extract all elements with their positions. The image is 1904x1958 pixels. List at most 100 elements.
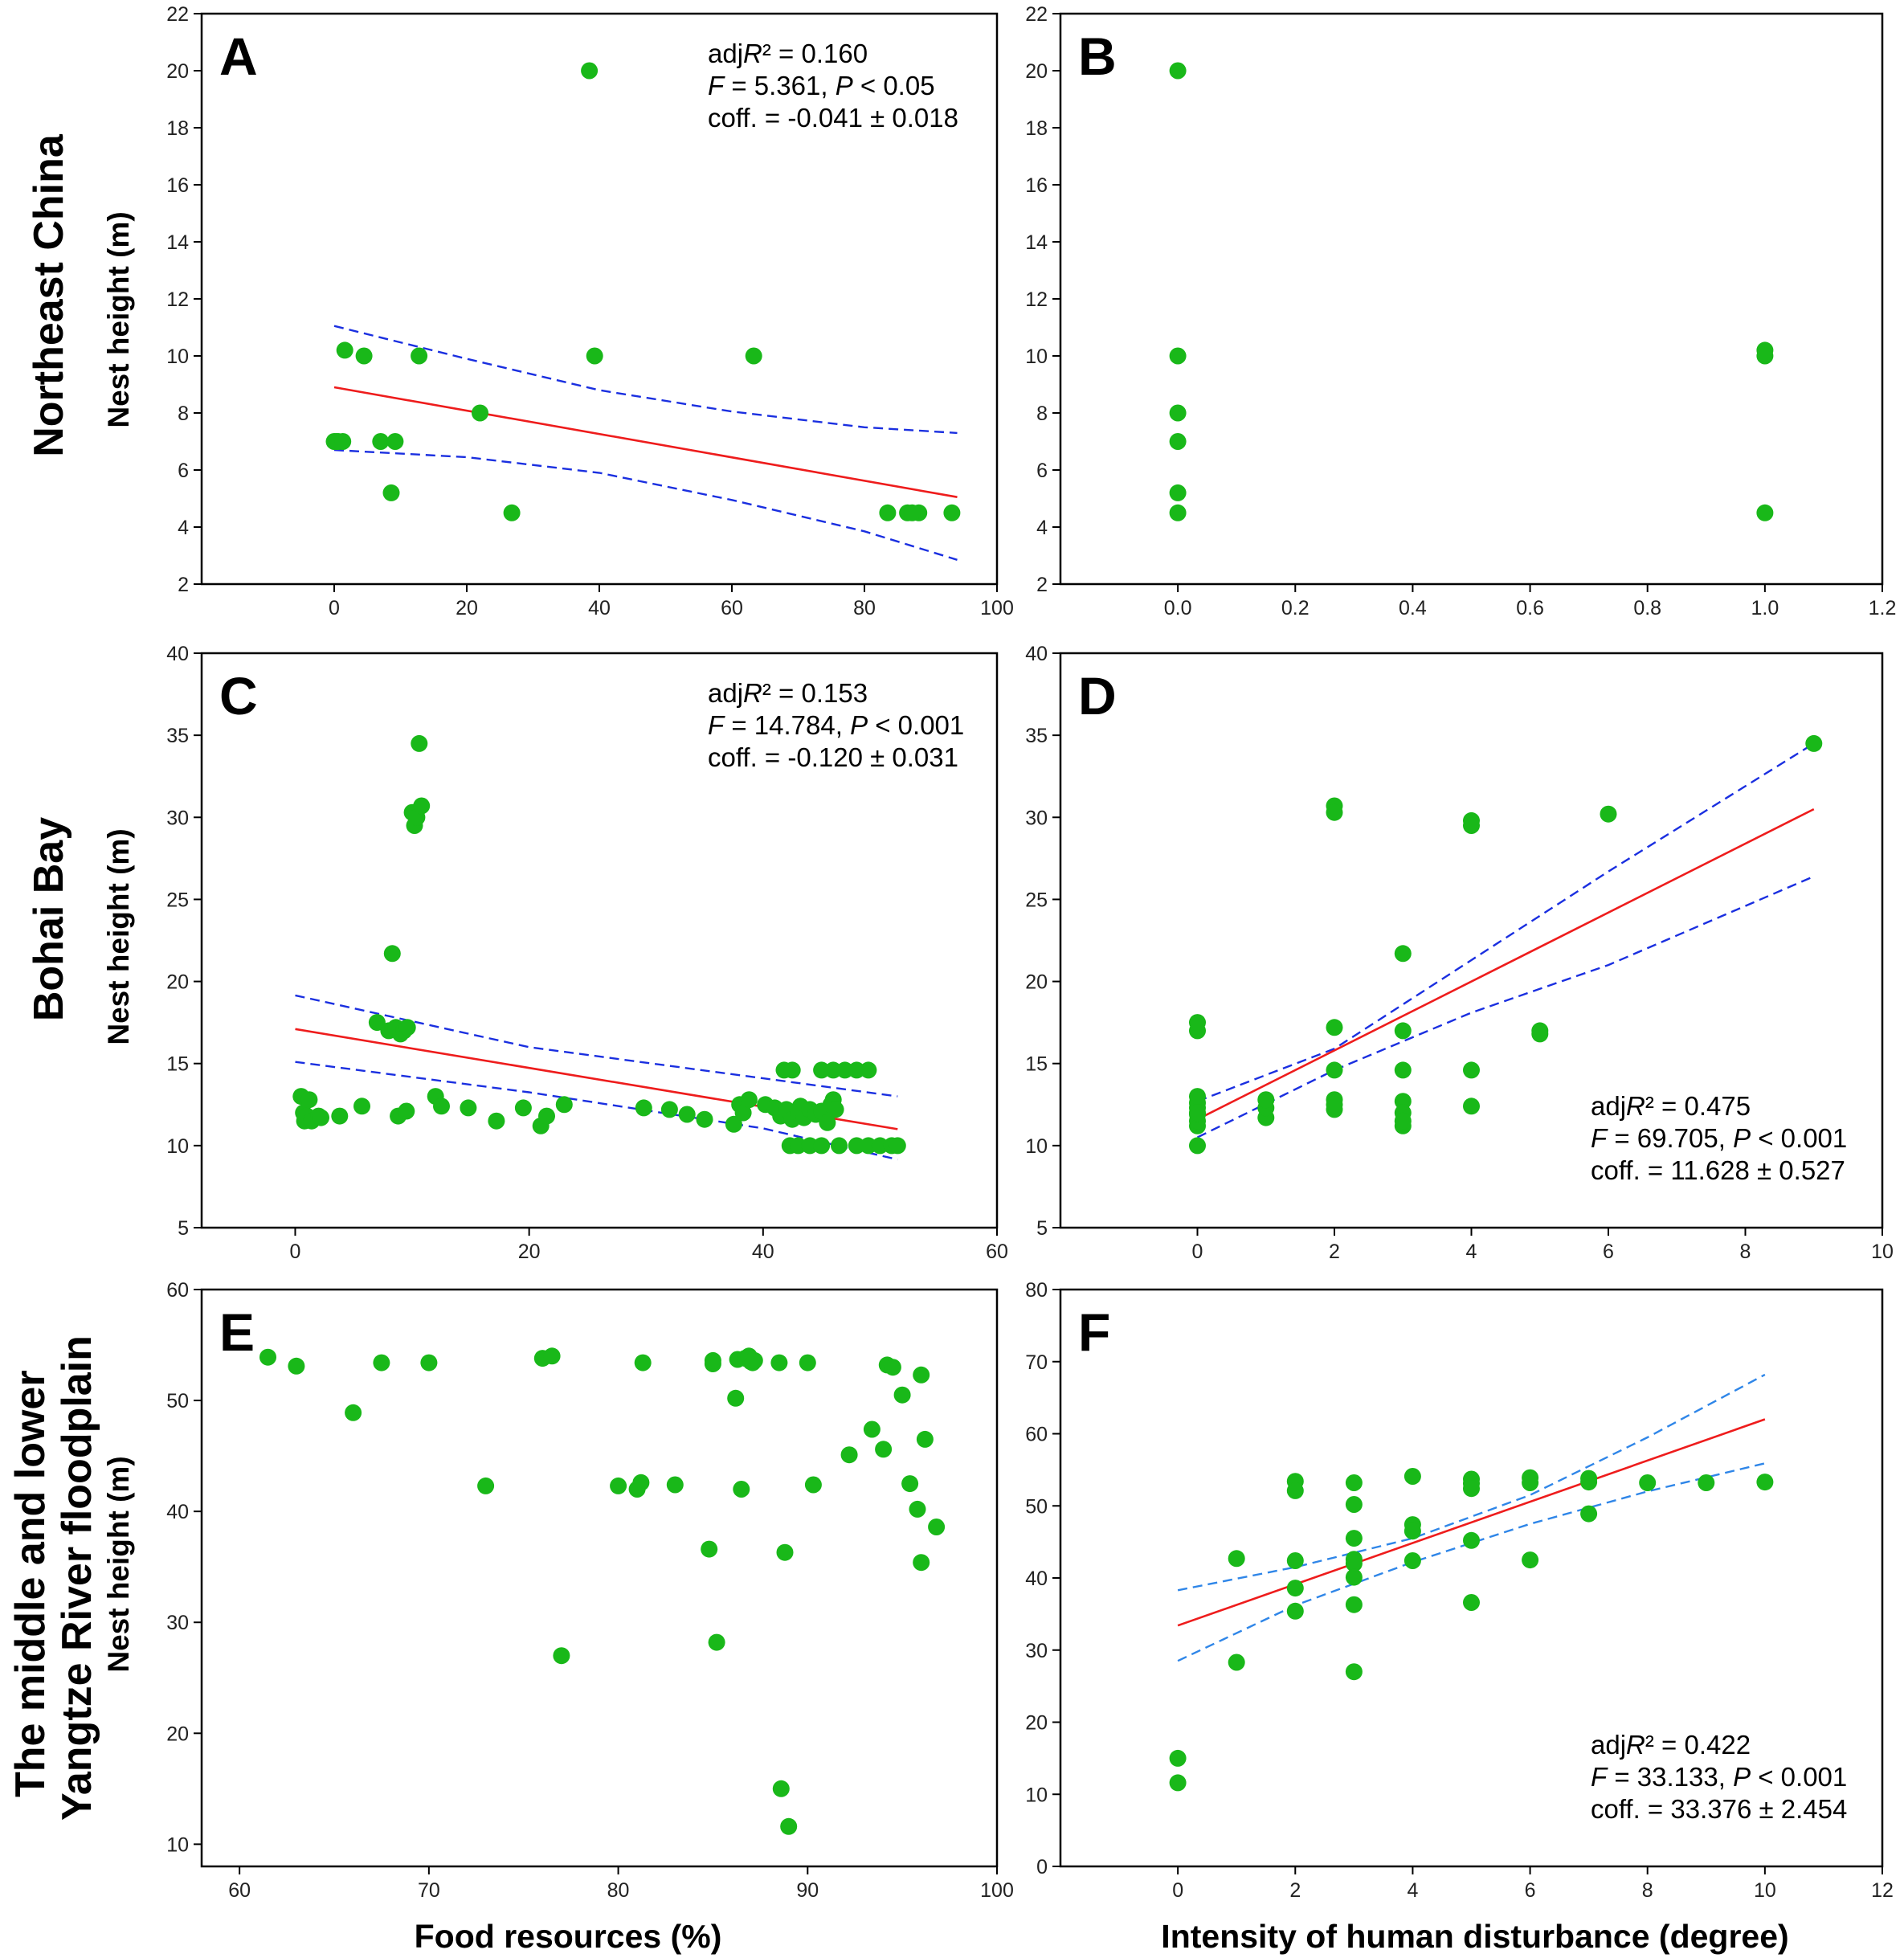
data-point	[1463, 1061, 1480, 1079]
data-point	[514, 1099, 532, 1117]
panel-letter: C	[219, 666, 258, 726]
data-point	[813, 1061, 831, 1079]
ci-lower-line	[1196, 875, 1815, 1138]
data-point	[1228, 1653, 1245, 1671]
y-tick-label: 15	[1025, 1053, 1048, 1076]
data-point	[884, 1359, 901, 1376]
data-point	[836, 1061, 854, 1079]
stat-fragment: < 0.001	[868, 710, 964, 740]
stat-fragment: < 0.001	[1751, 1123, 1847, 1153]
y-tick-label: 50	[1025, 1495, 1048, 1518]
regression-line	[1177, 1418, 1766, 1627]
y-tick-label: 6	[178, 460, 189, 482]
y-tick-label: 15	[166, 1053, 189, 1076]
data-point	[1228, 1550, 1245, 1568]
data-point	[780, 1817, 798, 1835]
y-tick-label: 12	[1025, 288, 1048, 311]
y-tick-label: 10	[166, 1135, 189, 1158]
row-label-line: The middle and lower	[7, 1370, 54, 1797]
y-tick-label: 2	[1036, 574, 1048, 596]
y-tick-label: 70	[1025, 1351, 1048, 1374]
data-point	[1286, 1552, 1304, 1569]
data-point	[772, 1780, 790, 1797]
data-point	[804, 1476, 822, 1494]
data-point	[488, 1112, 505, 1130]
data-point	[1169, 504, 1187, 521]
x-tick-label: 8	[1740, 1241, 1751, 1263]
data-point	[581, 62, 599, 80]
row-label-northeast-china: Northeast China	[26, 133, 72, 457]
data-point	[860, 1061, 877, 1079]
y-tick-label: 4	[1036, 517, 1048, 539]
data-point	[477, 1477, 495, 1494]
data-point	[334, 433, 352, 450]
x-tick-label: 4	[1407, 1879, 1418, 1902]
stat-fragment: ² = 0.422	[1645, 1730, 1751, 1760]
y-tick-label: 16	[1025, 174, 1048, 197]
ci-upper-line	[333, 325, 958, 435]
data-point	[420, 1354, 438, 1371]
stat-fragment: R	[743, 39, 762, 68]
y-tick-label: 4	[178, 517, 189, 539]
data-point	[313, 1109, 329, 1126]
data-point	[300, 1091, 318, 1109]
y-tick-label: 22	[1025, 3, 1048, 26]
panel-letter: F	[1078, 1302, 1110, 1362]
data-point	[538, 1107, 555, 1125]
data-point	[259, 1348, 276, 1366]
data-point	[1463, 1480, 1480, 1498]
x-tick-label: 4	[1466, 1241, 1477, 1263]
x-tick-label: 10	[1871, 1241, 1894, 1263]
data-point	[1189, 1088, 1206, 1106]
data-point	[1531, 1025, 1549, 1043]
data-point	[1805, 734, 1823, 752]
data-point	[848, 1137, 865, 1155]
data-point	[1403, 1523, 1421, 1540]
x-tick-label: 10	[1754, 1879, 1776, 1902]
row-label-line: Northeast China	[26, 133, 72, 457]
stat-fragment: ² = 0.160	[762, 39, 868, 68]
row-label-bohai-bay: Bohai Bay	[26, 817, 72, 1021]
data-point	[734, 1104, 752, 1122]
data-point	[916, 1430, 934, 1448]
data-point	[1257, 1091, 1275, 1109]
y-tick-label: 20	[1025, 971, 1048, 994]
y-tick-label: 10	[1025, 345, 1048, 368]
y-tick-label: 40	[1025, 1568, 1048, 1590]
data-point	[1169, 347, 1187, 365]
ci-upper-line	[1197, 742, 1815, 1102]
stat-fragment: < 0.05	[853, 71, 935, 100]
stat-fragment: P	[1733, 1123, 1751, 1153]
y-axis-label: Nest height (m)	[102, 1456, 135, 1672]
data-point	[1580, 1505, 1598, 1523]
x-tick-label: 0	[1192, 1241, 1203, 1263]
x-tick-label: 2	[1329, 1241, 1340, 1263]
data-point	[871, 1137, 889, 1155]
x-tick-label: 90	[796, 1879, 819, 1902]
x-tick-label: 0.0	[1164, 597, 1192, 619]
data-point	[1394, 1112, 1412, 1130]
stat-line: F = 5.361, P < 0.05	[708, 71, 935, 100]
ci-lower-line	[1177, 1462, 1766, 1662]
stat-line: F = 33.133, P < 0.001	[1591, 1762, 1847, 1792]
y-tick-label: 14	[166, 231, 189, 254]
data-point	[460, 1099, 477, 1117]
stat-fragment: ² = 0.153	[762, 678, 868, 708]
data-point	[770, 1354, 788, 1371]
stat-fragment: adj	[1591, 1730, 1626, 1760]
data-point	[1463, 1098, 1480, 1115]
data-point	[827, 1101, 844, 1118]
y-tick-label: 30	[1025, 1640, 1048, 1662]
y-tick-label: 18	[166, 117, 189, 140]
x-tick-label: 12	[1871, 1879, 1894, 1902]
stat-fragment: coff. = 33.376 ± 2.454	[1591, 1794, 1847, 1824]
data-point	[863, 1420, 880, 1438]
y-tick-label: 16	[166, 174, 189, 197]
ci-lower-line	[333, 448, 958, 561]
stat-line: coff. = 33.376 ± 2.454	[1591, 1794, 1847, 1824]
y-tick-label: 2	[178, 574, 189, 596]
x-tick-label: 2	[1289, 1879, 1301, 1902]
data-point	[708, 1633, 725, 1651]
